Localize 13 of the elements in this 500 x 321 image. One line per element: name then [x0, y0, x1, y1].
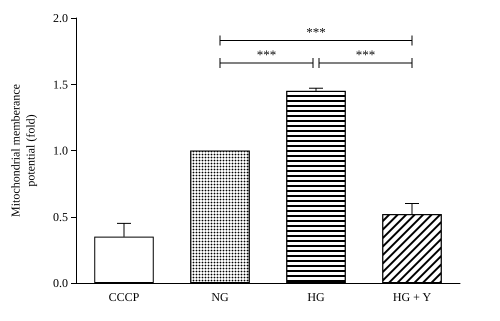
annotation: *** — [256, 47, 276, 62]
annotation: *** — [356, 47, 376, 62]
y-tick-label: 0.5 — [53, 210, 68, 224]
y-tick-label: 1.5 — [53, 77, 68, 92]
y-tick-label: 0.0 — [53, 276, 68, 290]
y-tick-label: 1.0 — [53, 144, 68, 158]
x-tick-label: NG — [211, 290, 229, 304]
x-tick-label: CCCP — [108, 290, 140, 304]
x-tick-label: HG — [307, 290, 325, 304]
annotation: *** — [306, 24, 326, 40]
y-tick-label: 2.0 — [53, 11, 68, 25]
y-axis-title: Mitochondrial memberance potential (fold) — [8, 84, 38, 217]
x-tick-label: HG + Y — [392, 290, 432, 304]
